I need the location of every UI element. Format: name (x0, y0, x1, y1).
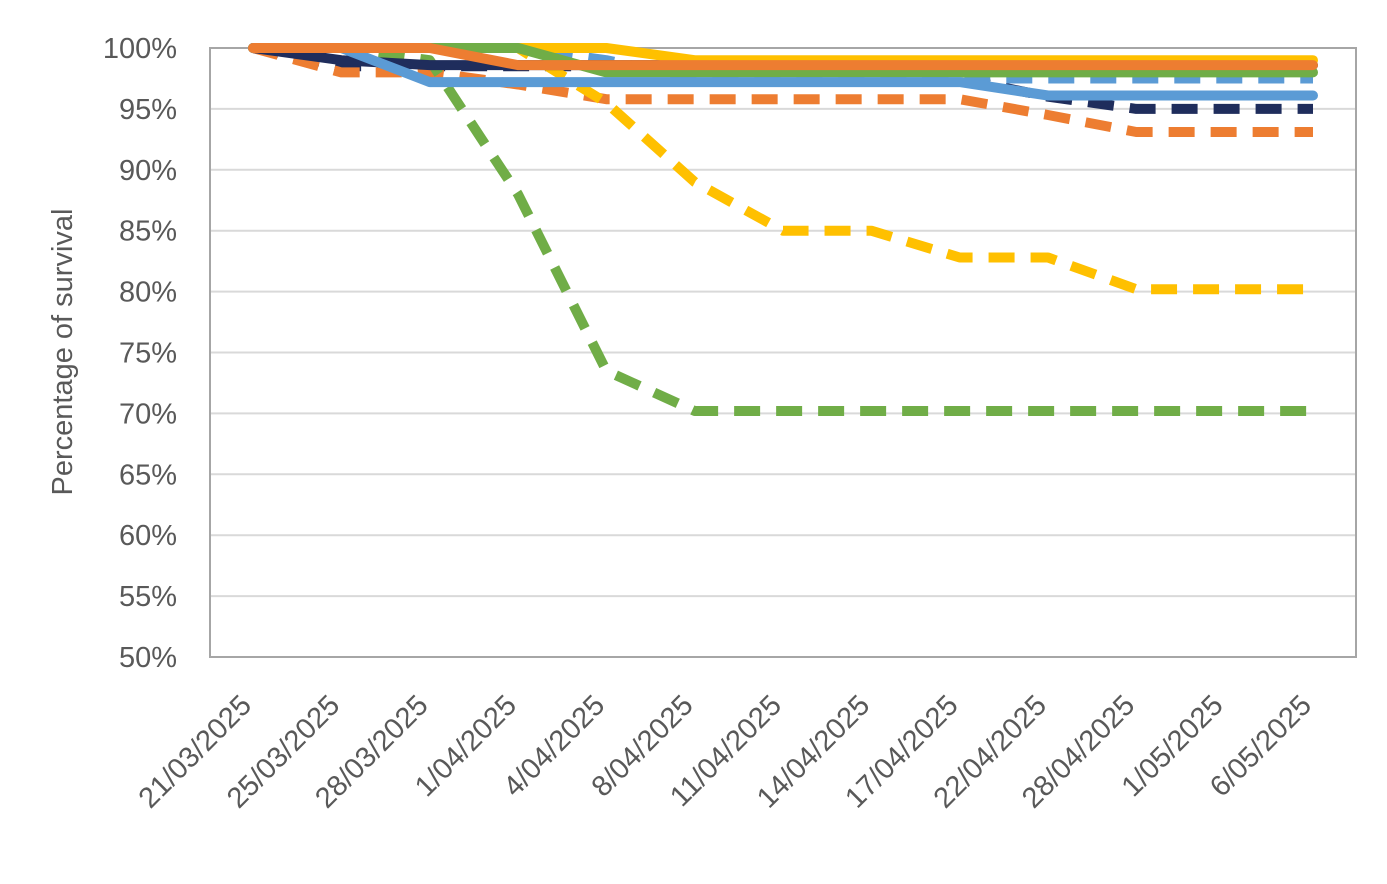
series-line-2-dashed (251, 43, 1313, 137)
y-tick-label: 80% (119, 277, 177, 309)
x-tick-labels: 21/03/202525/03/202528/03/20251/04/20254… (133, 689, 1318, 814)
y-tick-label: 70% (119, 398, 177, 430)
y-tick-label: 65% (119, 459, 177, 491)
y-tick-label: 85% (119, 216, 177, 248)
plot-border (209, 47, 1357, 658)
series-line-9-solid (248, 43, 1318, 101)
plot-frame (209, 47, 1357, 658)
y-tick-label: 55% (119, 581, 177, 613)
y-axis-title: Percentage of survival (47, 209, 79, 496)
y-tick-labels: 50% 55% 60% 65% 70% 75% 80% 85% 90% 95% 100% (103, 33, 177, 674)
y-tick-label: 75% (119, 338, 177, 370)
y-tick-label: 100% (103, 33, 177, 65)
y-tick-label: 60% (119, 520, 177, 552)
series-lines (248, 43, 1318, 416)
y-tick-label: 90% (119, 155, 177, 187)
gridlines (210, 107, 1356, 598)
y-tick-label: 50% (119, 642, 177, 674)
series-line-10-solid (248, 43, 1318, 71)
y-tick-label: 95% (119, 94, 177, 126)
